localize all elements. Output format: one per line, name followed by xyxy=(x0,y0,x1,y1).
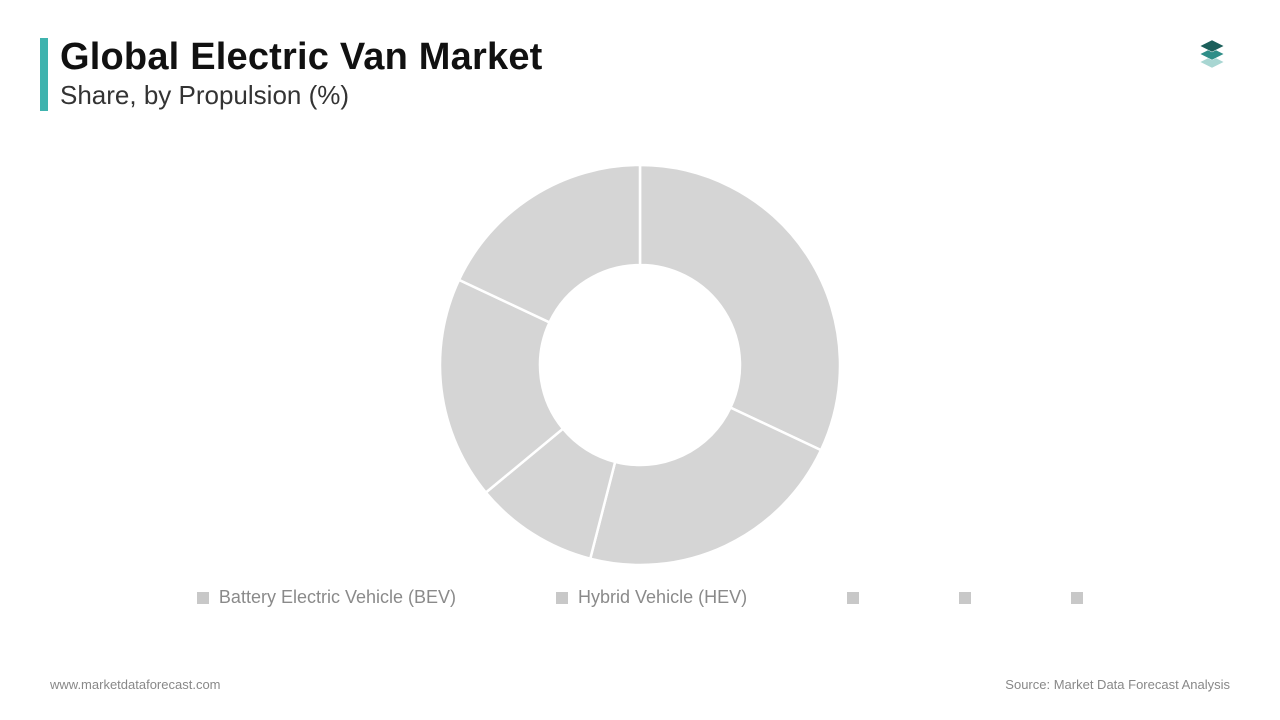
legend-label: Battery Electric Vehicle (BEV) xyxy=(219,587,456,608)
chart-area xyxy=(0,150,1280,580)
page-title: Global Electric Van Market xyxy=(60,38,543,78)
legend-item xyxy=(1071,592,1083,604)
page: Global Electric Van Market Share, by Pro… xyxy=(0,0,1280,720)
header-accent-bar xyxy=(40,38,48,111)
donut-chart xyxy=(436,161,844,569)
header: Global Electric Van Market Share, by Pro… xyxy=(40,38,543,111)
footer-website: www.marketdataforecast.com xyxy=(50,677,221,692)
header-text: Global Electric Van Market Share, by Pro… xyxy=(60,38,543,111)
chart-legend: Battery Electric Vehicle (BEV) Hybrid Veh… xyxy=(0,587,1280,608)
footer: www.marketdataforecast.com Source: Marke… xyxy=(0,677,1280,692)
legend-item xyxy=(959,592,971,604)
legend-swatch-icon xyxy=(556,592,568,604)
legend-swatch-icon xyxy=(959,592,971,604)
legend-swatch-icon xyxy=(197,592,209,604)
legend-item: Hybrid Vehicle (HEV) xyxy=(556,587,747,608)
legend-item xyxy=(847,592,859,604)
footer-source: Source: Market Data Forecast Analysis xyxy=(1005,677,1230,692)
legend-swatch-icon xyxy=(1071,592,1083,604)
brand-logo-icon xyxy=(1184,28,1240,84)
page-subtitle: Share, by Propulsion (%) xyxy=(60,80,543,111)
donut-svg xyxy=(436,161,844,569)
stacked-layers-icon xyxy=(1184,28,1240,84)
legend-item: Battery Electric Vehicle (BEV) xyxy=(197,587,456,608)
donut-slice xyxy=(640,165,840,450)
legend-swatch-icon xyxy=(847,592,859,604)
legend-label: Hybrid Vehicle (HEV) xyxy=(578,587,747,608)
